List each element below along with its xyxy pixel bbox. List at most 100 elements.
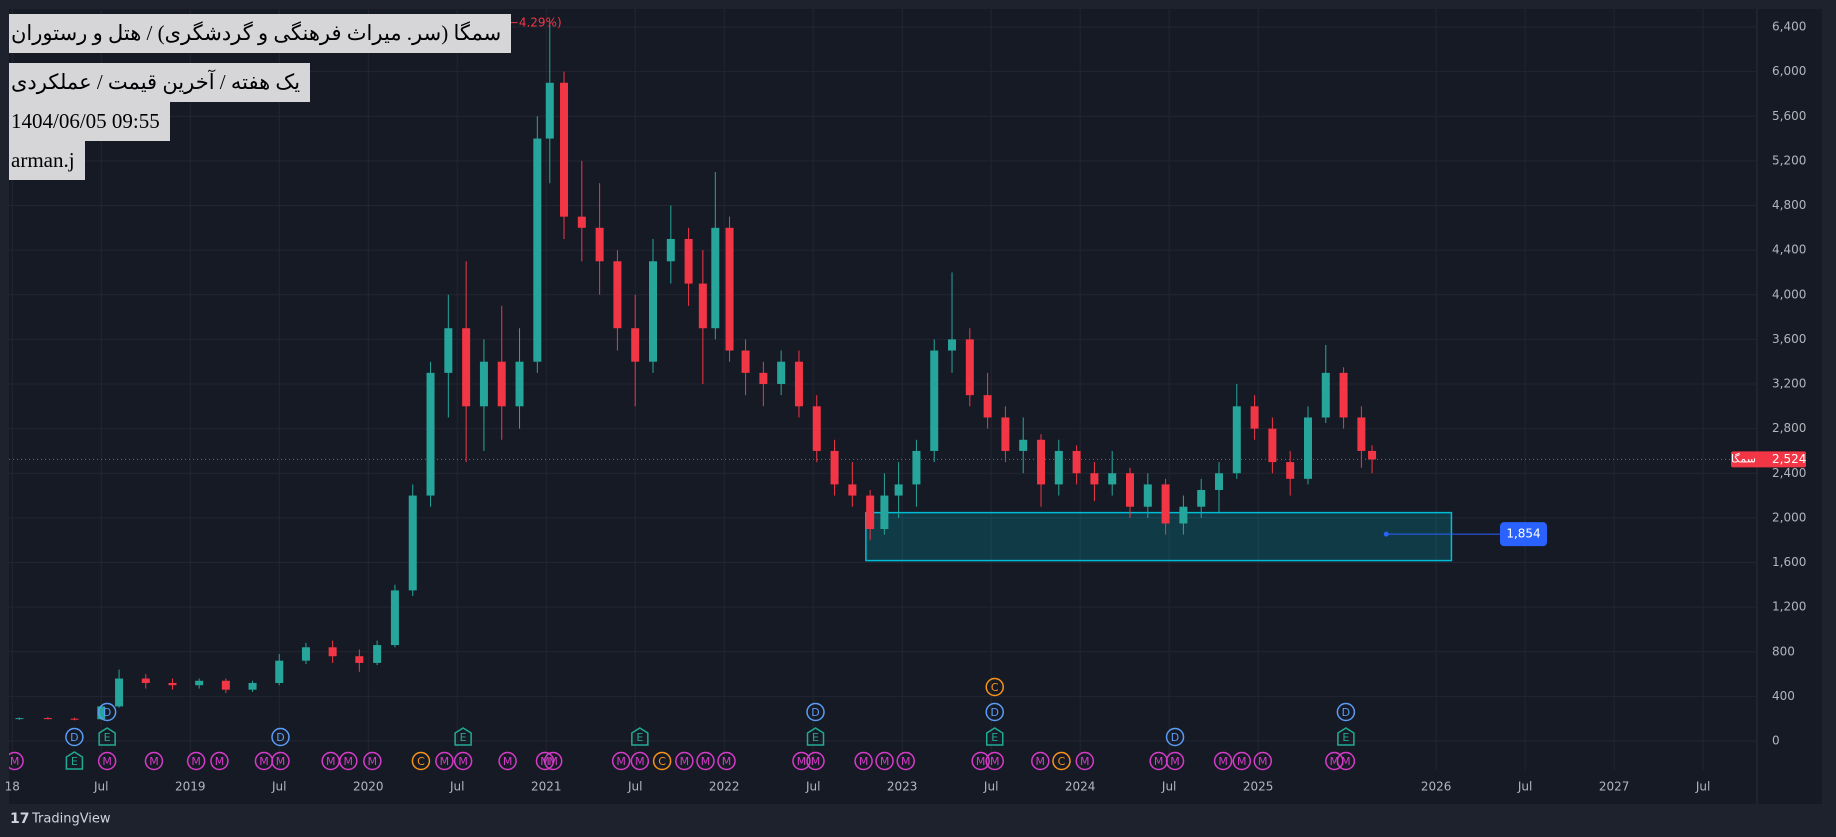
candle-body <box>115 678 124 707</box>
candle-body <box>1108 473 1117 485</box>
event-icon <box>363 751 382 771</box>
brand-logo: 17 <box>10 811 29 827</box>
event-label: M <box>440 755 450 768</box>
candle-body <box>965 339 974 396</box>
event-icon <box>985 677 1004 697</box>
event-icon <box>1336 702 1356 722</box>
candle-body <box>1368 450 1377 460</box>
event-label: E <box>104 731 111 744</box>
event-icon <box>454 727 472 746</box>
event-label: M <box>797 755 807 768</box>
candle-body <box>43 718 52 720</box>
candle-body <box>880 495 889 530</box>
event-icon <box>339 751 358 771</box>
y-tick-label: 4,400 <box>1772 243 1806 257</box>
event-icon <box>186 751 206 771</box>
candle-body <box>426 372 435 496</box>
event-label: M <box>722 755 732 768</box>
x-tick-label: 2019 <box>175 780 206 794</box>
axes: 0 400 800 1,200 1,600 2,000 2,400 2,800 3,200 3,6… <box>5 20 1807 794</box>
candle-body <box>830 450 839 485</box>
event-icon <box>1075 751 1095 771</box>
y-tick-label: 1,200 <box>1772 600 1806 614</box>
candle-body <box>221 680 230 690</box>
event-icon <box>1165 727 1185 747</box>
event-label: M <box>215 755 225 768</box>
x-tick-label: Jul <box>93 780 108 794</box>
candle-body <box>462 328 471 407</box>
event-label: M <box>635 755 645 768</box>
event-icon <box>1325 751 1344 771</box>
candle-body <box>168 682 177 686</box>
event-label: M <box>859 755 869 768</box>
event-label: M <box>344 755 354 768</box>
candle-body <box>545 82 554 139</box>
event-icon <box>806 751 825 771</box>
x-tick-label: Jul <box>805 780 820 794</box>
event-icon <box>65 727 84 747</box>
event-label: M <box>1036 755 1046 768</box>
event-icon <box>535 751 555 771</box>
event-icon <box>411 751 431 771</box>
event-label: D <box>1342 706 1350 719</box>
candle-body <box>595 227 604 262</box>
event-icon <box>696 751 715 771</box>
event-icon <box>985 727 1004 746</box>
candle-body <box>894 484 903 496</box>
candle-body <box>812 406 821 451</box>
candle-body <box>275 660 284 683</box>
event-icon <box>210 751 229 771</box>
event-icon <box>806 702 825 722</box>
grid <box>9 9 1757 770</box>
x-tick-label: 2025 <box>1243 780 1274 794</box>
event-icon <box>144 751 164 771</box>
candle-body <box>301 647 310 661</box>
zone <box>865 511 1453 562</box>
x-tick-label: 2021 <box>531 780 562 794</box>
candle-body <box>1197 489 1206 507</box>
candle-body <box>1126 473 1135 507</box>
candle-body <box>515 361 524 407</box>
x-tick-label: Jul <box>983 780 998 794</box>
x-tick-label: 2024 <box>1065 780 1096 794</box>
x-tick-label: Jul <box>1517 780 1532 794</box>
candle-body <box>70 718 79 720</box>
event-label: M <box>616 755 626 768</box>
x-tick-label: Jul <box>271 780 286 794</box>
y-tick-label: 400 <box>1772 689 1795 703</box>
event-label: M <box>1258 755 1268 768</box>
event-label: E <box>71 755 78 768</box>
event-icon <box>854 751 873 771</box>
candle-body <box>1339 372 1348 418</box>
candle-body <box>1321 372 1330 418</box>
event-label: M <box>368 755 378 768</box>
event-label: C <box>658 755 666 768</box>
event-label: M <box>901 755 911 768</box>
event-label: M <box>503 755 513 768</box>
event-icon <box>97 751 117 771</box>
candle-body <box>1232 406 1241 474</box>
y-tick-label: 3,200 <box>1772 377 1806 391</box>
candle-body <box>698 283 707 329</box>
candle-body <box>355 656 364 663</box>
candle-body <box>1037 439 1046 485</box>
event-label: M <box>1154 755 1164 768</box>
target-point <box>1383 531 1389 537</box>
event-label: M <box>811 755 821 768</box>
event-icon <box>631 727 649 746</box>
event-label: M <box>880 755 890 768</box>
event-label: D <box>276 731 284 744</box>
y-tick-label: 6,400 <box>1772 20 1806 34</box>
x-tick-label: 2022 <box>709 780 740 794</box>
x-tick-label: 18 <box>5 780 20 794</box>
event-icon <box>1232 751 1252 771</box>
x-tick-label: 2027 <box>1599 780 1630 794</box>
candle-body <box>866 495 875 530</box>
candle-body <box>1179 506 1188 524</box>
event-icon <box>875 751 894 771</box>
candle-body <box>97 706 106 720</box>
event-label: E <box>812 731 819 744</box>
candle-body <box>649 261 658 362</box>
